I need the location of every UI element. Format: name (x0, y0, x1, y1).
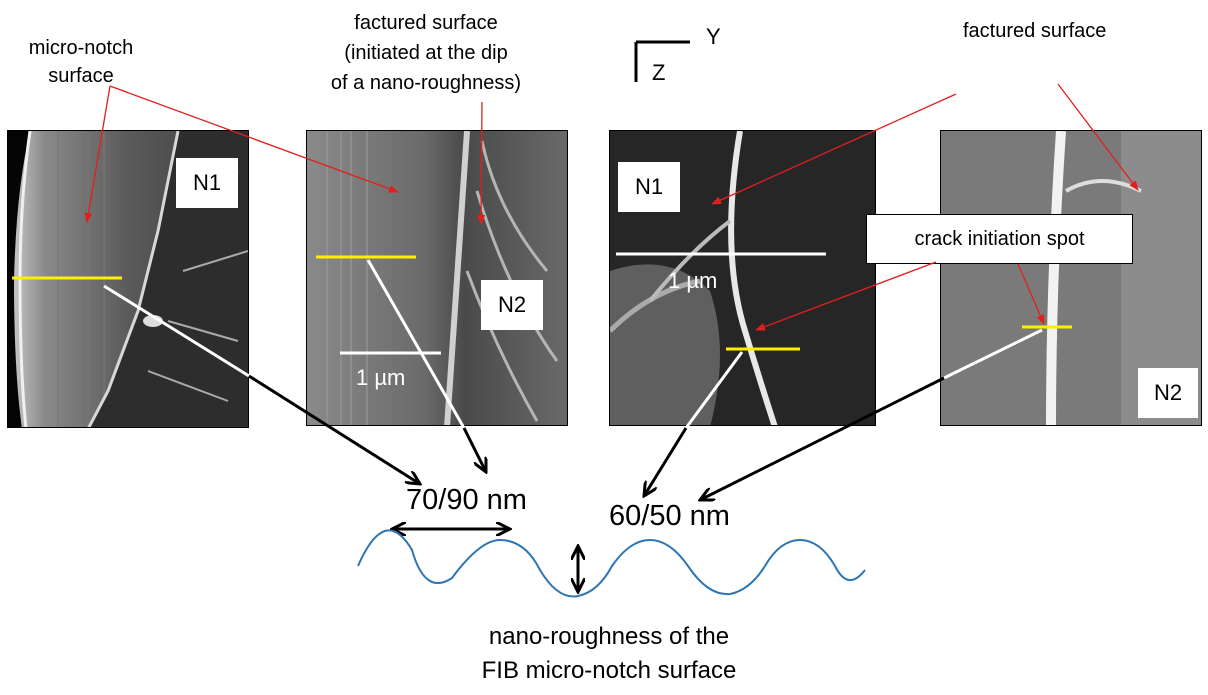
fractured-surface-label-left: factured surface (initiated at the dip o… (330, 12, 522, 94)
micrograph-image-2 (307, 131, 567, 425)
axis-z-label: Z (652, 60, 666, 85)
panel-2-label: N2 (481, 280, 543, 330)
panel-4-label: N2 (1138, 368, 1198, 418)
nano-roughness-wave (357, 529, 866, 598)
panel-3-scale-bar-label: 1 µm (668, 268, 718, 293)
caption: nano-roughness of the FIB micro-notch su… (481, 623, 737, 684)
measurement-right: 60/50 nm (609, 500, 730, 532)
panel-3-label: N1 (618, 162, 680, 212)
micrograph-panel-2 (306, 130, 568, 426)
micro-notch-surface-label: micro-notch surface (28, 37, 134, 87)
panel-1-label: N1 (176, 158, 238, 208)
measurement-left: 70/90 nm (406, 484, 527, 516)
panel-2-scale-bar-label: 1 µm (356, 365, 406, 390)
crack-initiation-callout: crack initiation spot (866, 214, 1133, 264)
fractured-surface-label-right: factured surface (963, 20, 1107, 42)
axis-y-label: Y (706, 24, 721, 49)
